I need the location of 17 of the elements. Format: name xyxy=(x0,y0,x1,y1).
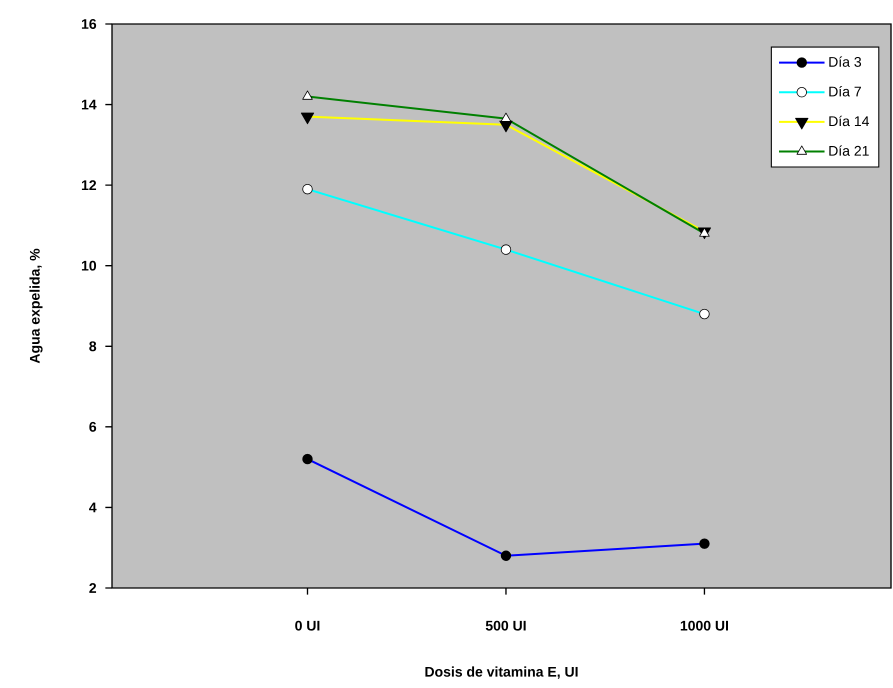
y-tick-label: 2 xyxy=(89,583,96,593)
y-tick-label: 14 xyxy=(82,100,97,110)
y-tick-label: 12 xyxy=(82,180,96,190)
y-tick-label: 10 xyxy=(82,260,96,271)
y-tick-label: 8 xyxy=(89,341,96,352)
x-tick-label: 0 UI xyxy=(295,620,320,631)
x-axis-title: Dosis de vitamina E, UI xyxy=(425,666,578,679)
y-tick-label: 6 xyxy=(89,422,96,432)
x-tick-label: 1000 UI xyxy=(680,620,728,631)
x-tick-label: 500 UI xyxy=(486,620,526,631)
legend-label: Día 14 xyxy=(829,116,870,126)
legend-label: Día 7 xyxy=(829,86,861,97)
y-tick-label: 16 xyxy=(82,19,96,29)
y-tick-label: 4 xyxy=(89,502,97,512)
legend-label: Día 3 xyxy=(829,56,862,67)
y-axis-title: Agua expelida, % xyxy=(29,248,43,364)
legend-label: Día 21 xyxy=(829,145,869,156)
